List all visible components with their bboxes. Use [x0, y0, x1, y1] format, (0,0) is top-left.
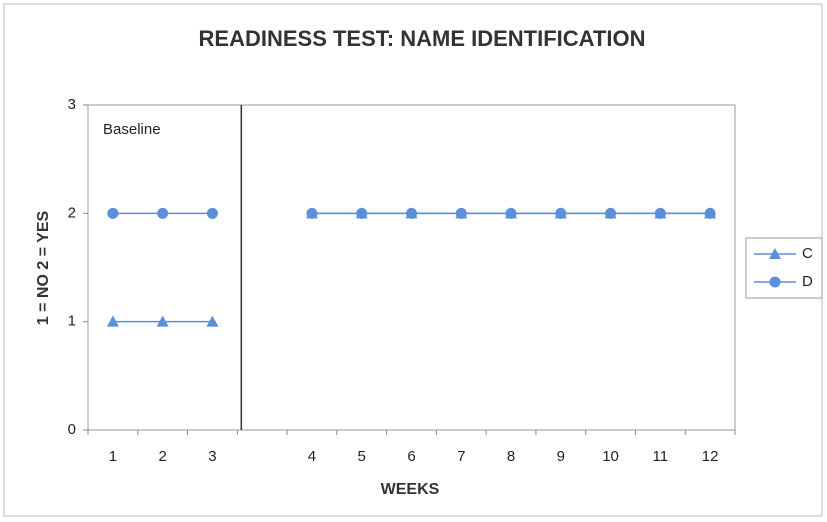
y-tick-label: 0 [68, 421, 76, 438]
marker [157, 207, 169, 219]
x-tick-label: 3 [208, 448, 216, 465]
marker [769, 248, 781, 259]
marker [156, 315, 169, 327]
marker [704, 207, 716, 219]
marker [356, 207, 368, 219]
marker [306, 207, 318, 219]
legend-label: C [802, 245, 813, 262]
y-tick-label: 1 [68, 313, 76, 330]
x-tick-label: 7 [457, 448, 465, 465]
y-tick-label: 3 [68, 96, 76, 113]
marker [555, 207, 567, 219]
x-tick-label: 12 [702, 448, 719, 465]
x-tick-label: 10 [602, 448, 619, 465]
x-tick-label: 11 [653, 448, 669, 465]
legend-label: D [802, 273, 813, 290]
chart-frame [3, 3, 823, 517]
marker [406, 207, 417, 219]
marker [106, 315, 119, 327]
marker [206, 315, 219, 327]
x-tick-label: 2 [158, 448, 166, 465]
y-axis-title: 1 = NO 2 = YES [35, 210, 52, 325]
x-tick-label: 1 [109, 448, 117, 465]
marker [206, 207, 218, 219]
x-axis-title: WEEKS [381, 481, 440, 498]
x-tick-label: 8 [507, 448, 515, 465]
phase-label: Baseline [103, 121, 161, 138]
legend-frame [745, 237, 823, 299]
marker [605, 207, 617, 219]
marker [505, 207, 517, 219]
x-tick-label: 4 [308, 448, 316, 465]
marker [654, 207, 666, 219]
marker [107, 207, 119, 219]
x-tick-label: 5 [358, 448, 366, 465]
marker [769, 276, 781, 288]
x-tick-label: 6 [407, 448, 415, 465]
marker [455, 207, 467, 219]
y-tick-label: 2 [68, 204, 76, 221]
x-tick-label: 9 [557, 448, 565, 465]
chart-title: READINESS TEST: NAME IDENTIFICATION [199, 26, 646, 51]
plot-area [87, 104, 736, 431]
